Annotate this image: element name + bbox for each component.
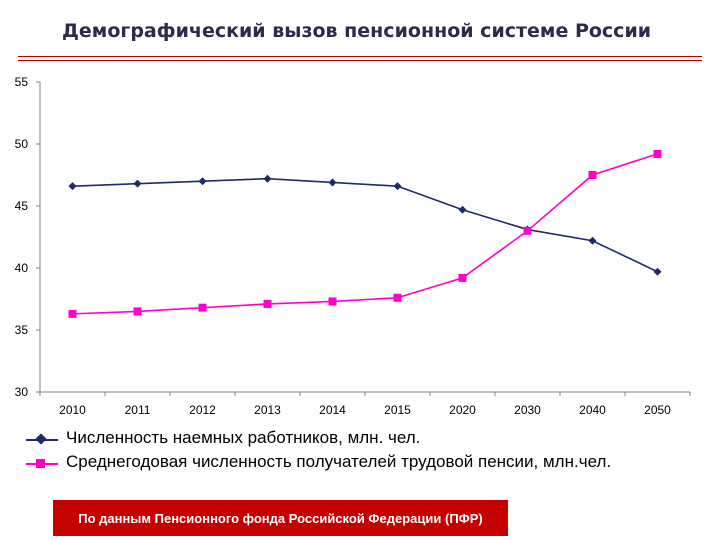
legend-item-workers: Численность наемных работников, млн. чел…: [20, 428, 710, 452]
data-point-diamond: [133, 179, 142, 188]
legend-label-pensioners: Среднегодовая численность получателей тр…: [66, 452, 612, 471]
x-tick-label: 2014: [319, 403, 346, 417]
title-rule-top: [18, 56, 702, 57]
series-line-2: [72, 153, 658, 315]
x-tick-label: 2015: [384, 403, 411, 417]
line-chart: 30 35 40 45 50 55 2010 2011 2012 2013 2014 2015 2020…: [15, 75, 691, 417]
data-point-diamond: [458, 205, 467, 214]
chart-legend: Численность наемных работников, млн. чел…: [20, 428, 710, 476]
y-tick-label: 35: [15, 323, 29, 337]
source-note-text: По данным Пенсионного фонда Российской Ф…: [78, 510, 483, 526]
y-tick-label: 30: [15, 385, 29, 399]
data-point-diamond: [328, 178, 337, 187]
data-point-square: [328, 297, 337, 306]
y-tick-label: 40: [15, 261, 29, 275]
legend-marker-diamond-icon: [35, 433, 47, 445]
x-tick-label: 2050: [644, 403, 671, 417]
x-tick-label: 2040: [579, 403, 606, 417]
legend-marker-square-icon: [36, 459, 45, 468]
data-point-diamond: [588, 236, 597, 245]
data-point-square: [523, 226, 532, 235]
legend-label-workers: Численность наемных работников, млн. чел…: [66, 428, 421, 447]
series-line-1: [72, 177, 658, 273]
data-point-square: [653, 149, 662, 158]
title-rule-bottom: [18, 60, 702, 61]
data-point-square: [393, 293, 402, 302]
x-tick-label: 2011: [125, 403, 151, 417]
data-point-square: [68, 309, 77, 318]
x-tick-label: 2020: [449, 403, 476, 417]
source-note: По данным Пенсионного фонда Российской Ф…: [53, 500, 508, 536]
x-tick-label: 2012: [189, 403, 216, 417]
data-point-diamond: [653, 267, 662, 276]
y-tick-label: 50: [15, 137, 29, 151]
x-tick-label: 2030: [514, 403, 541, 417]
data-point-square: [458, 273, 467, 282]
data-point-square: [133, 307, 142, 316]
data-point-diamond: [198, 177, 207, 186]
data-point-diamond: [393, 182, 402, 191]
x-tick-label: 2013: [254, 403, 281, 417]
data-point-square: [588, 171, 597, 179]
data-point-square: [198, 303, 207, 312]
data-point-diamond: [68, 182, 77, 191]
y-tick-label: 45: [15, 199, 29, 213]
x-tick-label: 2010: [59, 403, 86, 417]
legend-item-pensioners: Среднегодовая численность получателей тр…: [20, 452, 710, 476]
data-point-diamond: [263, 174, 272, 183]
data-point-square: [263, 299, 272, 308]
y-tick-label: 55: [15, 75, 29, 89]
slide-title: Демографический вызов пенсионной системе…: [62, 20, 652, 42]
